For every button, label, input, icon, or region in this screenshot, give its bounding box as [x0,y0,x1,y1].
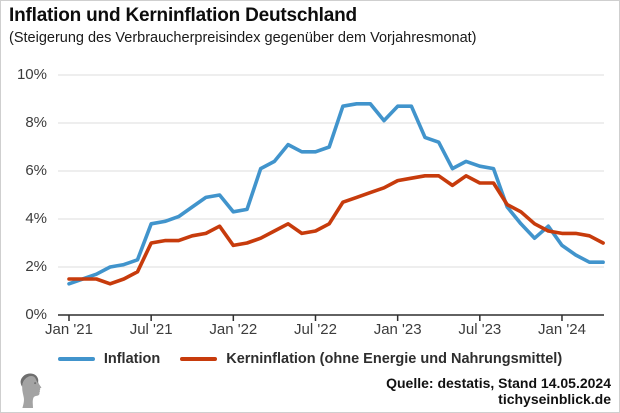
y-tick-label: 4% [25,210,47,227]
y-tick-label: 8% [25,114,47,131]
kerninflation-line [67,174,605,286]
x-tick-label: Jul '21 [129,321,173,338]
x-tick-label: Jan '22 [209,321,258,338]
y-tick-label: 0% [25,306,47,323]
x-tick-label: Jan '21 [45,321,93,338]
kerninflation-legend-label: Kerninflation (ohne Energie und Nahrungs… [226,351,563,367]
kerninflation-legend-swatch-icon [180,357,218,361]
site-name: tichyseinblick.de [498,391,611,407]
x-tick-label: Jan '23 [373,321,422,338]
y-tick-label: 2% [25,258,47,275]
y-tick-label: 10% [16,66,47,83]
page-subtitle: (Steigerung des Verbraucherpreisindex ge… [9,30,477,46]
inflation-line-chart [58,74,605,321]
tichys-einblick-head-logo-icon [20,373,42,408]
x-tick-label: Jan '24 [538,321,586,338]
inflation-legend-label: Inflation [103,351,161,367]
x-tick-label: Jul '22 [294,321,337,338]
x-tick-label: Jul '23 [458,321,502,338]
legend: Inflation Kerninflation (ohne Energie un… [1,349,619,369]
source-note: Quelle: destatis, Stand 14.05.2024 [386,375,611,391]
inflation-line [67,101,605,286]
inflation-legend-swatch-icon [57,357,95,361]
y-tick-label: 6% [25,162,47,179]
source-block: Quelle: destatis, Stand 14.05.2024 tichy… [386,375,611,407]
page-title: Inflation und Kerninflation Deutschland [9,5,357,26]
